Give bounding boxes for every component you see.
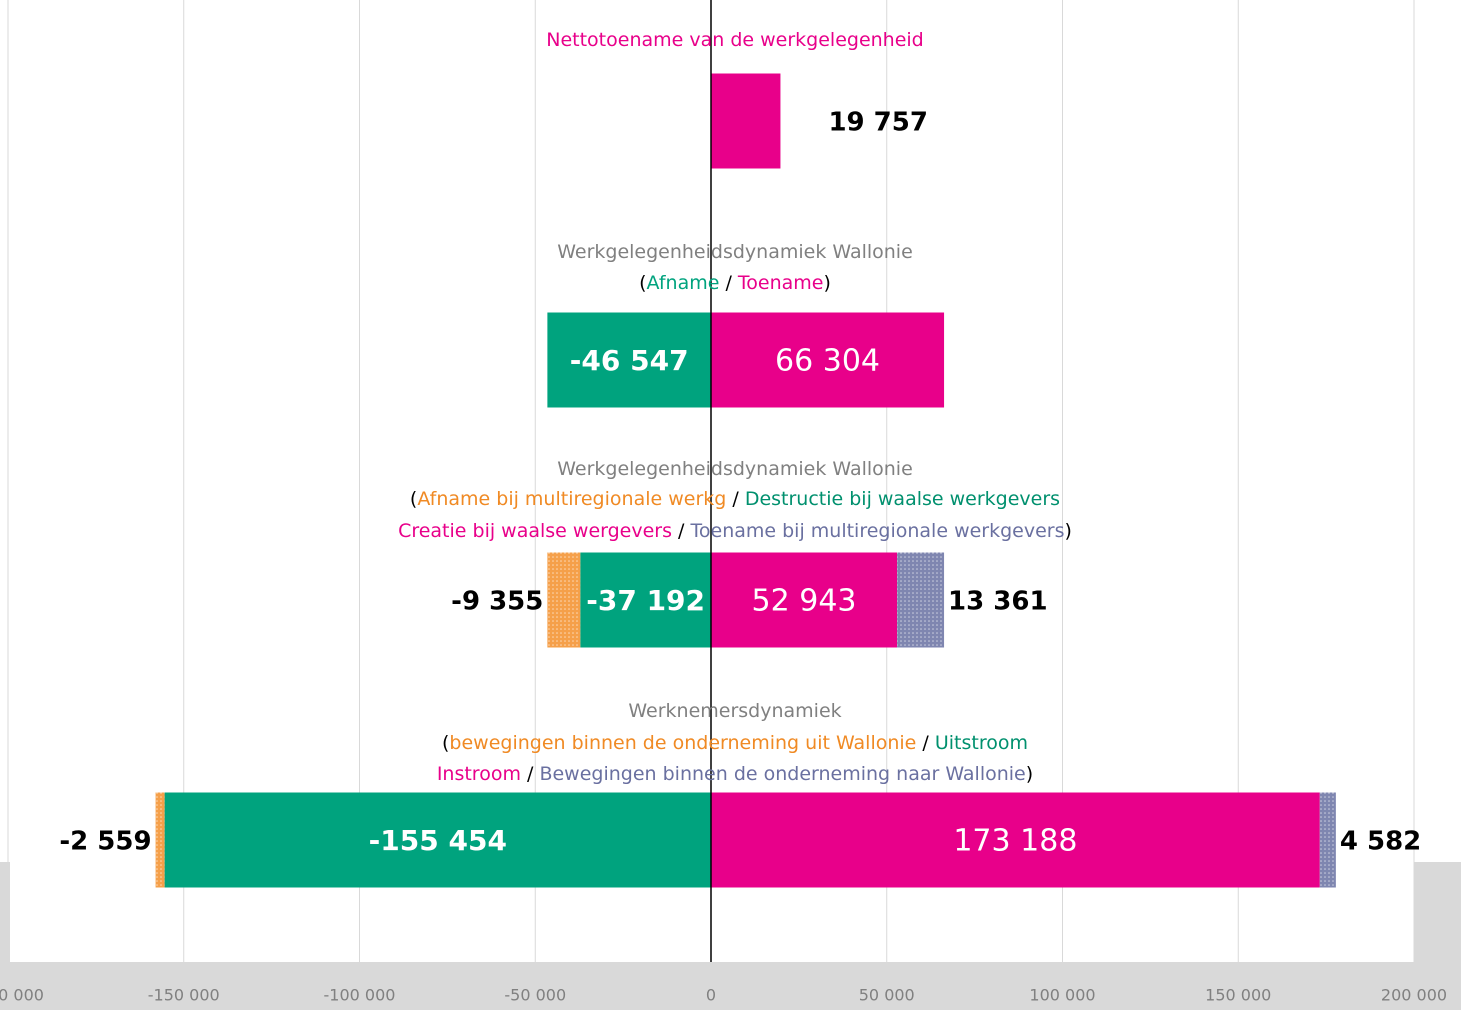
x-tick-label: -200 000 bbox=[0, 986, 44, 1005]
data-label: 13 361 bbox=[948, 587, 1048, 617]
x-tick-label: -50 000 bbox=[504, 986, 566, 1005]
bar bbox=[580, 552, 711, 648]
title-part: Creatie bij waalse wergevers bbox=[398, 520, 672, 542]
bar bbox=[164, 792, 711, 888]
bar bbox=[897, 552, 945, 648]
data-label: 66 304 bbox=[775, 344, 880, 379]
title-part: Bewegingen binnen de onderneming naar Wa… bbox=[539, 763, 1025, 785]
bar bbox=[711, 312, 945, 408]
group-title: (bewegingen binnen de onderneming uit Wa… bbox=[442, 732, 1028, 754]
data-label: -2 559 bbox=[59, 827, 151, 857]
x-tick-label: -150 000 bbox=[148, 986, 220, 1005]
bar bbox=[547, 552, 581, 648]
bar bbox=[711, 73, 781, 169]
data-label: 52 943 bbox=[752, 584, 857, 619]
data-label: -155 454 bbox=[369, 824, 507, 857]
title-part: Nettotoename van de werkgelegenheid bbox=[546, 29, 924, 51]
x-tick-label: 200 000 bbox=[1381, 986, 1447, 1005]
x-tick-label: -100 000 bbox=[324, 986, 396, 1005]
data-label: -46 547 bbox=[570, 344, 689, 377]
title-part: Afname bij multiregionale werkg bbox=[417, 488, 726, 510]
title-part: Werknemersdynamiek bbox=[628, 700, 841, 722]
title-part: ( bbox=[639, 272, 646, 294]
title-part: / bbox=[719, 272, 737, 294]
title-part: Toename bij multiregionale werkgevers bbox=[690, 520, 1065, 542]
title-part: Destructie bij waalse werkgevers bbox=[745, 488, 1060, 510]
bar bbox=[711, 792, 1320, 888]
group-title: Nettotoename van de werkgelegenheid bbox=[546, 29, 924, 51]
title-part: / bbox=[916, 732, 934, 754]
title-part: ( bbox=[410, 488, 417, 510]
title-part: Toename bbox=[737, 272, 824, 294]
bar bbox=[1319, 792, 1336, 888]
title-part: ) bbox=[1026, 763, 1033, 785]
group-title: Werkgelegenheidsdynamiek Wallonie bbox=[557, 241, 913, 263]
data-label: -37 192 bbox=[586, 584, 705, 617]
title-part: ) bbox=[1065, 520, 1072, 542]
group-title: (Afname bij multiregionale werkg / Destr… bbox=[410, 488, 1060, 510]
x-tick-label: 0 bbox=[706, 986, 716, 1005]
x-tick-label: 50 000 bbox=[859, 986, 915, 1005]
title-part: Werkgelegenheidsdynamiek Wallonie bbox=[557, 241, 913, 263]
group-title: Werkgelegenheidsdynamiek Wallonie bbox=[557, 458, 913, 480]
title-part: ) bbox=[823, 272, 830, 294]
group-title: Creatie bij waalse wergevers / Toename b… bbox=[398, 520, 1072, 542]
x-tick-label: 100 000 bbox=[1029, 986, 1095, 1005]
title-part: Instroom bbox=[437, 763, 521, 785]
bar bbox=[711, 552, 898, 648]
title-part: Werkgelegenheidsdynamiek Wallonie bbox=[557, 458, 913, 480]
bar bbox=[155, 792, 165, 888]
x-tick-label: 150 000 bbox=[1205, 986, 1271, 1005]
title-part: bewegingen binnen de onderneming uit Wal… bbox=[449, 732, 916, 754]
group-title: Werknemersdynamiek bbox=[628, 700, 841, 722]
group-title: Instroom / Bewegingen binnen de ondernem… bbox=[437, 763, 1033, 785]
title-part: / bbox=[726, 488, 744, 510]
bar bbox=[547, 312, 711, 408]
title-part: Uitstroom bbox=[935, 732, 1028, 754]
data-label: 173 188 bbox=[953, 824, 1077, 859]
data-label: 4 582 bbox=[1340, 827, 1421, 857]
group-title: (Afname / Toename) bbox=[639, 272, 831, 294]
data-label: 19 757 bbox=[828, 108, 928, 138]
data-label: -9 355 bbox=[451, 587, 543, 617]
title-part: / bbox=[672, 520, 690, 542]
title-part: ( bbox=[442, 732, 449, 754]
title-part: / bbox=[521, 763, 539, 785]
title-part: Afname bbox=[647, 272, 720, 294]
